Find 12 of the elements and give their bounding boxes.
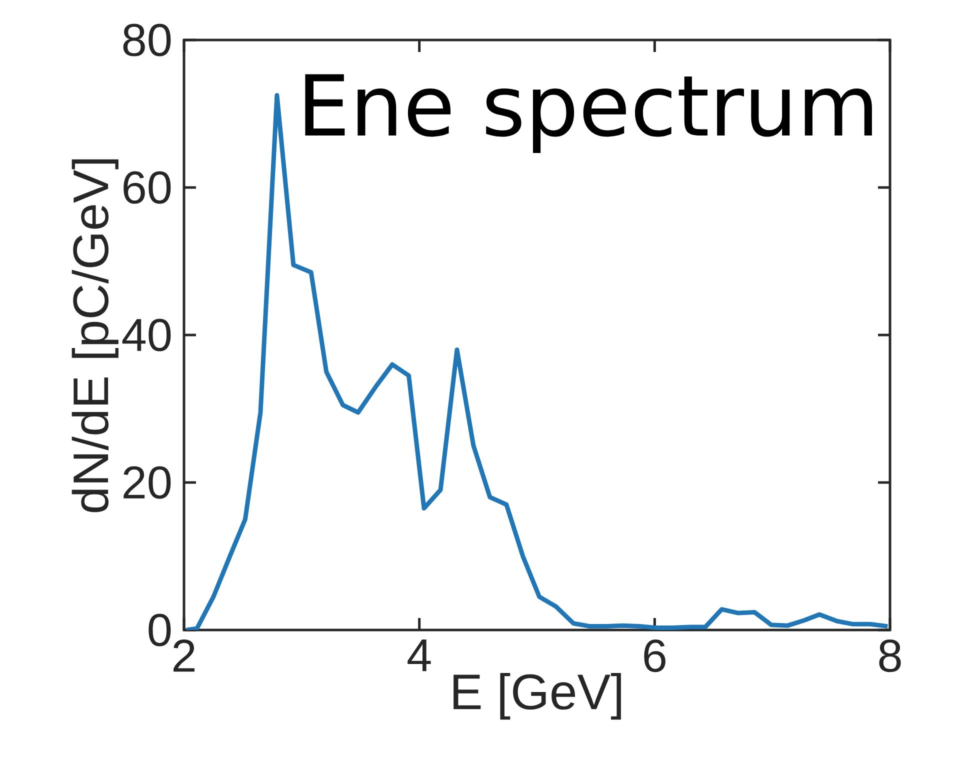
x-tick-label: 8 bbox=[879, 640, 901, 672]
x-tick-label: 6 bbox=[644, 640, 666, 672]
y-tick-label: 80 bbox=[123, 24, 171, 56]
x-tick-label: 2 bbox=[174, 640, 194, 672]
y-tick-label: 0 bbox=[148, 614, 171, 646]
y-tick-label: 60 bbox=[124, 171, 171, 204]
x-tick-label: 4 bbox=[408, 640, 431, 672]
y-axis-title: dN/dE [pC/GeV] bbox=[72, 159, 118, 512]
x-axis-title: E [GeV] bbox=[454, 672, 621, 720]
chart-title: Ene spectrum bbox=[305, 74, 872, 153]
y-tick-label: 40 bbox=[122, 318, 171, 352]
y-tick-label: 20 bbox=[124, 466, 171, 499]
